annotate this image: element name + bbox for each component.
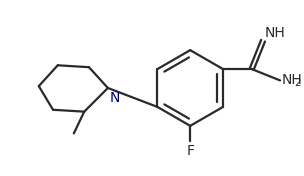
- Text: NH: NH: [265, 26, 286, 40]
- Text: F: F: [186, 144, 194, 158]
- Text: NH: NH: [282, 73, 303, 87]
- Text: N: N: [110, 91, 120, 105]
- Text: 2: 2: [294, 78, 300, 88]
